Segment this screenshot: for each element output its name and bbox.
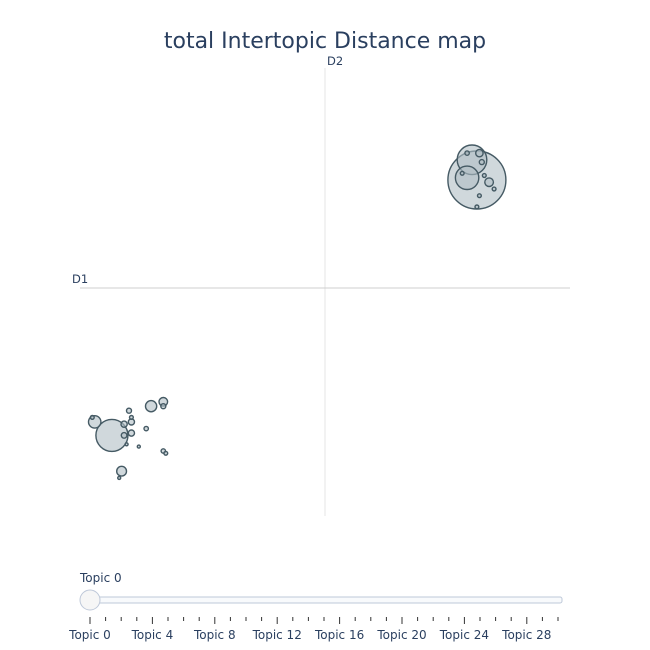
- topic-bubble-7[interactable]: [491, 186, 497, 192]
- topic-bubble-22[interactable]: [160, 403, 167, 410]
- slider-current-value: Topic 0: [79, 571, 122, 585]
- topic-bubble-20[interactable]: [120, 431, 128, 439]
- slider-handle[interactable]: [79, 589, 101, 611]
- topic-bubble-25[interactable]: [128, 414, 134, 420]
- topic-bubble-8[interactable]: [476, 193, 482, 199]
- topic-bubble-5[interactable]: [478, 158, 485, 166]
- slider-tick-label-7[interactable]: Topic 28: [501, 628, 551, 642]
- slider-tick-label-1[interactable]: Topic 4: [131, 628, 174, 642]
- topic-bubble-12[interactable]: [95, 418, 129, 453]
- slider-tick-label-0[interactable]: Topic 0: [68, 628, 111, 642]
- topic-bubble-27[interactable]: [163, 450, 169, 456]
- slider-tick-label-3[interactable]: Topic 12: [252, 628, 302, 642]
- topic-slider[interactable]: Topic 0 Topic 0 Topic 4 Topic 8 Topic 12 Top…: [68, 571, 563, 642]
- topic-bubble-16[interactable]: [115, 465, 128, 477]
- d1-axis-label: D1: [72, 272, 88, 286]
- topic-bubble-14[interactable]: [144, 399, 158, 413]
- topic-bubble-2[interactable]: [454, 165, 480, 191]
- topic-bubble-23[interactable]: [143, 425, 150, 432]
- topic-bubble-26[interactable]: [89, 414, 95, 420]
- slider-tick-label-6[interactable]: Topic 24: [439, 628, 489, 642]
- topic-bubble-11[interactable]: [481, 172, 487, 179]
- topic-bubble-4[interactable]: [474, 148, 484, 158]
- topic-bubbles: [87, 144, 507, 481]
- d2-axis-label: D2: [327, 54, 343, 68]
- topic-bubble-29[interactable]: [124, 442, 129, 447]
- slider-rail[interactable]: [85, 596, 563, 604]
- topic-bubble-30[interactable]: [136, 444, 142, 449]
- topic-bubble-3[interactable]: [484, 177, 495, 188]
- chart-title: total Intertopic Distance map: [164, 29, 486, 54]
- topic-bubble-28[interactable]: [116, 475, 122, 481]
- slider-tick-label-4[interactable]: Topic 16: [314, 628, 364, 642]
- topic-bubble-19[interactable]: [127, 429, 136, 437]
- slider-ticks: Topic 0 Topic 4 Topic 8 Topic 12 Topic 16 Top…: [68, 617, 559, 642]
- topic-bubble-21[interactable]: [125, 407, 133, 414]
- topic-bubble-6[interactable]: [464, 150, 470, 157]
- topic-bubble-9[interactable]: [474, 204, 480, 210]
- topic-bubble-17[interactable]: [120, 420, 128, 429]
- slider-tick-label-5[interactable]: Topic 20: [376, 628, 426, 642]
- slider-tick-label-2[interactable]: Topic 8: [193, 628, 236, 642]
- topic-bubble-10[interactable]: [459, 170, 465, 176]
